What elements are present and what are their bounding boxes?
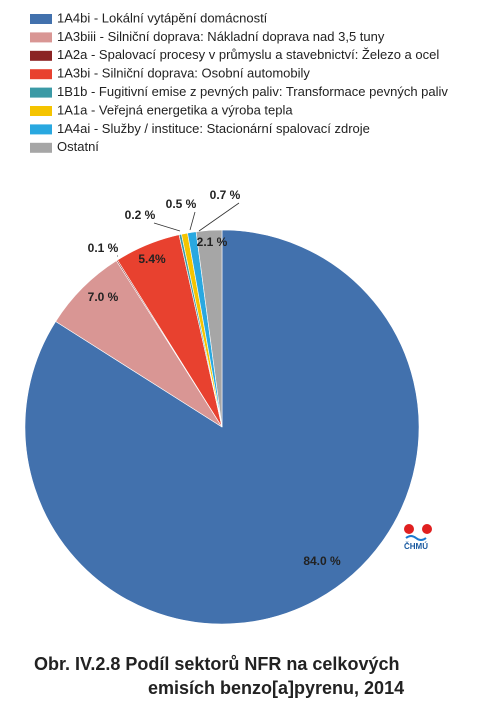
legend-swatch — [30, 69, 52, 80]
value-label: 0.5 % — [166, 197, 197, 211]
legend-swatch — [30, 142, 52, 153]
value-label: 7.0 % — [88, 290, 119, 304]
pie-slice — [195, 229, 223, 428]
chart-title: emisích benzo[a]pyrenu, 2014 — [148, 678, 404, 698]
legend-label: 1A1a - Veřejná energetika a výroba tepla — [57, 102, 293, 117]
value-label: 0.2 % — [125, 208, 156, 222]
value-label: 2.1 % — [197, 235, 228, 249]
leader-line — [189, 211, 196, 231]
value-label: 0.1 % — [88, 241, 119, 255]
legend-swatch — [30, 32, 52, 43]
logo-text: ČHMÚ — [404, 542, 428, 551]
value-label: 5.4% — [138, 252, 166, 266]
chart-title: Obr. IV.2.8 Podíl sektorů NFR na celkový… — [34, 654, 399, 674]
legend-swatch — [30, 14, 52, 24]
legend-label: 1B1b - Fugitivní emise z pevných paliv: … — [57, 84, 448, 99]
legend-swatch — [30, 106, 52, 116]
leader-line — [198, 202, 240, 232]
legend-label: 1A3biii - Silniční doprava: Nákladní dop… — [57, 29, 385, 44]
legend-label: 1A4bi - Lokální vytápění domácností — [57, 10, 268, 25]
value-label: 0.7 % — [210, 188, 241, 202]
logo: ČHMÚ — [404, 524, 432, 551]
value-label: 84.0 % — [303, 554, 341, 568]
legend-label: 1A3bi - Silniční doprava: Osobní automob… — [57, 66, 310, 81]
leader-line — [153, 222, 181, 232]
legend-label: 1A2a - Spalovací procesy v průmyslu a st… — [57, 47, 439, 62]
legend-label: Ostatní — [57, 139, 99, 154]
legend-swatch — [30, 87, 52, 98]
legend-swatch — [30, 50, 52, 61]
legend-label: 1A4ai - Služby / instituce: Stacionární … — [57, 121, 370, 136]
legend-swatch — [30, 124, 52, 135]
